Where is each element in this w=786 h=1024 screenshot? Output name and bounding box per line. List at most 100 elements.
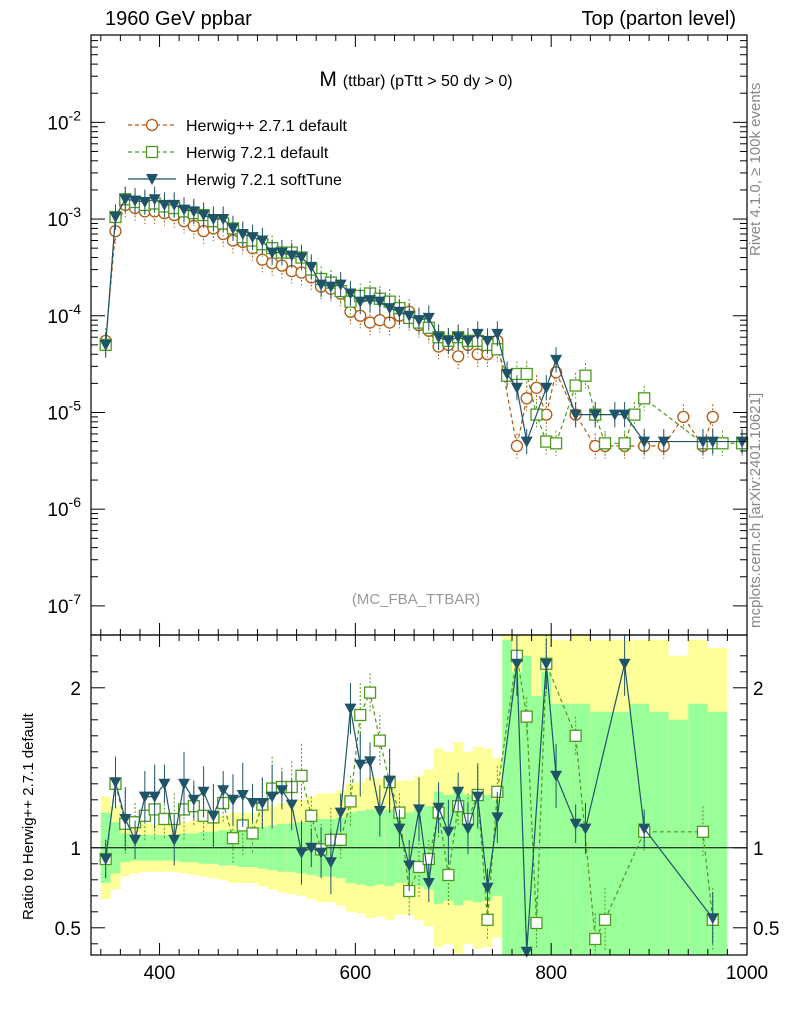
marker-triangle	[501, 368, 514, 380]
marker-triangle	[638, 436, 651, 448]
y-tick-label: 10-4	[47, 301, 81, 328]
marker-triangle	[256, 235, 269, 247]
marker-square	[412, 860, 426, 874]
marker-triangle	[422, 312, 435, 324]
marker-triangle	[510, 658, 523, 670]
marker-triangle	[295, 252, 308, 264]
marker-triangle	[315, 847, 328, 859]
marker-circle	[145, 118, 159, 132]
legend-label: Herwig 7.2.1 softTune	[186, 172, 342, 189]
marker-triangle	[217, 785, 230, 797]
marker-square	[549, 437, 563, 450]
marker-triangle	[119, 194, 132, 206]
marker-triangle	[275, 785, 288, 797]
marker-square	[589, 932, 602, 946]
marker-triangle	[148, 791, 161, 803]
ratio-y-tick-label-right: 0.5	[753, 919, 779, 940]
marker-triangle	[295, 847, 308, 859]
marker-triangle	[471, 328, 484, 340]
marker-triangle	[285, 799, 298, 811]
marker-triangle	[569, 818, 582, 830]
marker-square	[618, 437, 631, 450]
legend-label: Herwig++ 2.7.1 default	[186, 118, 348, 135]
marker-triangle	[344, 703, 357, 715]
marker-triangle	[452, 332, 465, 344]
marker-triangle	[305, 842, 318, 854]
marker-triangle	[481, 882, 494, 894]
marker-square	[354, 708, 367, 722]
marker-triangle	[550, 770, 563, 782]
marker-square	[628, 408, 641, 421]
marker-square	[569, 379, 582, 392]
marker-square	[246, 827, 259, 840]
marker-triangle	[608, 409, 621, 421]
band-green-segment	[541, 671, 552, 955]
marker-triangle	[657, 436, 670, 448]
marker-triangle	[520, 436, 533, 448]
marker-triangle	[393, 823, 406, 835]
marker-triangle	[432, 802, 445, 814]
y-tick-label: 10-5	[47, 397, 81, 424]
marker-triangle	[373, 806, 386, 817]
main-series-layer	[99, 186, 749, 459]
marker-triangle	[187, 206, 200, 218]
marker-square	[145, 145, 159, 159]
marker-square	[226, 832, 240, 845]
marker-triangle	[256, 798, 269, 809]
marker-triangle	[471, 791, 484, 803]
ratio-series-layer	[99, 635, 719, 958]
marker-triangle	[119, 814, 132, 825]
marker-triangle	[246, 232, 259, 244]
marker-square	[373, 734, 386, 747]
marker-triangle	[266, 791, 279, 803]
marker-square	[530, 916, 543, 930]
marker-triangle	[197, 786, 210, 798]
marker-triangle	[236, 229, 249, 241]
marker-triangle	[168, 834, 181, 846]
marker-triangle	[491, 328, 504, 340]
marker-triangle	[324, 281, 337, 293]
marker-triangle	[178, 778, 191, 790]
marker-triangle	[354, 296, 367, 308]
marker-triangle	[706, 913, 719, 925]
marker-triangle	[129, 834, 142, 846]
marker-triangle	[393, 306, 406, 318]
marker-triangle	[158, 778, 171, 790]
x-tick-label: 600	[340, 963, 372, 984]
y-tick-label: 10-6	[47, 494, 81, 521]
marker-triangle	[226, 223, 239, 235]
marker-triangle	[550, 354, 563, 366]
ratio-y-tick-label-right: 1	[753, 839, 764, 860]
marker-circle	[510, 439, 524, 453]
marker-triangle	[373, 296, 386, 308]
band-green-segment	[649, 711, 669, 955]
marker-square	[305, 809, 318, 822]
marker-triangle	[540, 658, 553, 670]
marker-triangle	[638, 823, 651, 835]
marker-triangle	[442, 335, 455, 347]
marker-square	[716, 437, 729, 450]
marker-triangle	[452, 786, 465, 798]
marker-square	[344, 795, 357, 808]
marker-triangle	[540, 382, 553, 394]
band-green-segment	[512, 671, 522, 955]
marker-triangle	[579, 823, 592, 835]
ratio-y-tick-label: 1	[70, 839, 81, 860]
marker-triangle	[207, 214, 220, 226]
marker-triangle	[383, 775, 396, 787]
marker-circle	[530, 381, 543, 394]
marker-triangle	[315, 279, 328, 291]
marker-triangle	[109, 777, 122, 789]
ratio-plot-frame	[90, 634, 748, 956]
marker-circle	[677, 410, 690, 424]
x-tick-label: 400	[144, 963, 176, 984]
marker-triangle	[178, 204, 191, 216]
legend-label: Herwig 7.2.1 default	[186, 145, 329, 162]
marker-square	[598, 437, 612, 450]
marker-triangle	[403, 310, 416, 322]
marker-square	[481, 913, 494, 926]
marker-triangle	[246, 798, 259, 809]
marker-square	[598, 913, 612, 926]
ratio-y-tick-label: 2	[70, 679, 81, 700]
marker-circle	[520, 392, 533, 405]
